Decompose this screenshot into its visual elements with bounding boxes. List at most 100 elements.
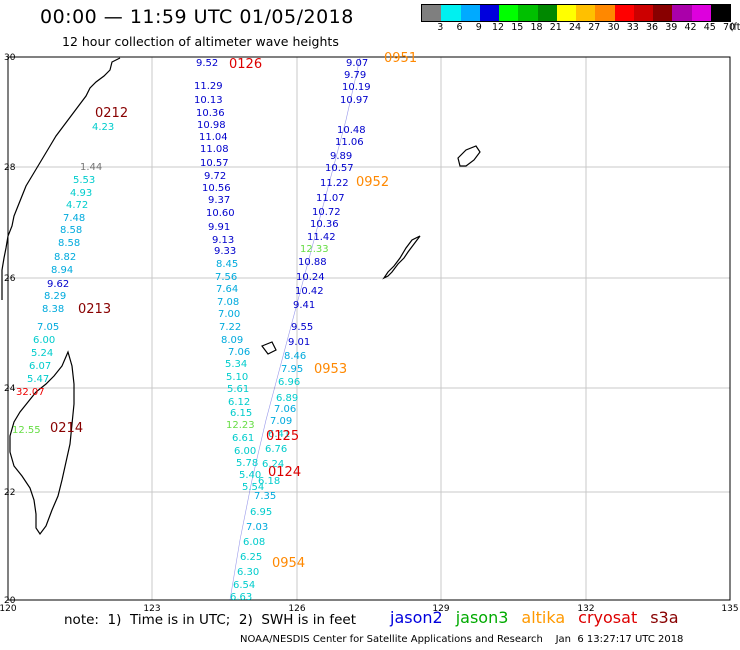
swh-value: 10.36 xyxy=(310,219,339,230)
colorbar-label: 21 xyxy=(549,22,562,33)
swh-value: 6.96 xyxy=(278,377,300,388)
swh-value: 11.08 xyxy=(200,144,229,155)
miyako-island xyxy=(261,341,277,355)
colorbar-swatch xyxy=(441,5,461,21)
colorbar-swatch xyxy=(691,5,711,21)
swh-value: 10.57 xyxy=(325,163,354,174)
swh-value: 10.97 xyxy=(340,95,369,106)
swh-value: 10.24 xyxy=(296,272,325,283)
swh-value: 10.72 xyxy=(312,207,341,218)
swh-value: 9.72 xyxy=(204,171,226,182)
swh-value: 4.93 xyxy=(70,188,92,199)
swh-value: 7.08 xyxy=(217,297,239,308)
chart-title: 00:00 — 11:59 UTC 01/05/2018 xyxy=(40,6,354,28)
swh-value: 4.72 xyxy=(66,200,88,211)
swh-value: 11.07 xyxy=(316,193,345,204)
swh-value: 6.61 xyxy=(232,433,254,444)
lon-tick-label: 132 xyxy=(577,604,594,614)
swh-value: 9.41 xyxy=(293,300,315,311)
colorbar-swatch xyxy=(653,5,673,21)
colorbar-label: 70 xyxy=(722,22,736,33)
swh-value: 9.01 xyxy=(288,337,310,348)
colorbar-label: 24 xyxy=(568,22,582,33)
pass-label: 0124 xyxy=(268,465,301,480)
swh-value: 9.91 xyxy=(208,222,230,233)
swh-value: 6.00 xyxy=(33,335,55,346)
swh-value: 9.52 xyxy=(196,58,218,69)
lat-tick-label: 24 xyxy=(4,384,16,394)
swh-value: 5.53 xyxy=(73,175,95,186)
swh-value: 6.63 xyxy=(230,592,252,603)
colorbar-label: 15 xyxy=(511,22,524,33)
swh-value: 10.13 xyxy=(194,95,223,106)
swh-value: 7.95 xyxy=(281,364,303,375)
colorbar-label: 42 xyxy=(684,22,697,33)
swh-value: 5.61 xyxy=(227,384,249,395)
swh-value: 6.95 xyxy=(250,507,272,518)
okinawa-island xyxy=(382,235,421,280)
swh-value: 10.98 xyxy=(197,120,226,131)
colorbar-swatch xyxy=(460,5,480,21)
map-frame xyxy=(7,56,731,601)
colorbar-swatch xyxy=(633,5,653,21)
swh-value: 7.22 xyxy=(219,322,241,333)
swh-value: 6.00 xyxy=(234,446,256,457)
satellite-legend: jason2 jason3 altika cryosat s3a xyxy=(390,608,692,627)
swh-value: 8.94 xyxy=(51,265,73,276)
swh-value: 7.35 xyxy=(254,491,276,502)
swh-value: 7.56 xyxy=(215,272,237,283)
colorbar-label: 3 xyxy=(437,22,444,33)
swh-value: 7.09 xyxy=(270,416,292,427)
swh-value: 1.44 xyxy=(80,162,102,173)
swh-value: 6.24 xyxy=(262,459,284,470)
amami-island xyxy=(457,145,481,167)
swh-value: 10.56 xyxy=(202,183,231,194)
colorbar-swatch xyxy=(518,5,538,21)
swh-value: 6.08 xyxy=(243,537,265,548)
swh-value: 7.05 xyxy=(37,322,59,333)
swh-values: 9.5211.2910.1310.3610.9811.0411.0810.579… xyxy=(0,0,371,603)
swh-value: 10.48 xyxy=(337,125,366,136)
swh-value: 9.79 xyxy=(344,70,366,81)
pass-label: 0953 xyxy=(314,362,347,377)
swh-value: 9.62 xyxy=(47,279,69,290)
swh-value: 12.33 xyxy=(300,244,329,255)
swh-value: 5.34 xyxy=(225,359,247,370)
swh-value: 7.06 xyxy=(274,404,296,415)
swh-value: 6.15 xyxy=(230,408,252,419)
colorbar-label: 30 xyxy=(607,22,620,33)
swh-value: 6.54 xyxy=(233,580,255,591)
swh-value: 6.76 xyxy=(265,444,287,455)
colorbar-swatch xyxy=(710,5,730,21)
swh-value: 9.55 xyxy=(291,322,313,333)
chart-subtitle: 12 hour collection of altimeter wave hei… xyxy=(62,34,339,49)
swh-value: 4.23 xyxy=(92,122,114,133)
swh-value: 11.04 xyxy=(199,132,228,143)
pass-labels: 0126 0212 0213 0214 0125 0124 0951 0952 0953 0954 xyxy=(50,51,417,571)
swh-value: 6.89 xyxy=(276,393,298,404)
swh-value: 8.45 xyxy=(216,259,238,270)
pass-label: 0212 xyxy=(95,106,128,121)
lon-tick-label: 120 xyxy=(0,604,17,614)
taiwan-coastline xyxy=(9,350,75,536)
colorbar-label: 45 xyxy=(703,22,716,33)
colorbar-label: 18 xyxy=(530,22,543,33)
swh-value: 6.98 xyxy=(0,0,22,3)
colorbar-label: 6 xyxy=(456,22,463,33)
swh-value: 10.19 xyxy=(342,82,371,93)
swh-value: 10.57 xyxy=(200,158,229,169)
swh-value: 8.29 xyxy=(44,291,66,302)
swh-value: 8.46 xyxy=(284,351,306,362)
colorbar-swatch xyxy=(576,5,596,21)
swh-value: 12.55 xyxy=(12,425,41,436)
swh-value: 11.06 xyxy=(335,137,364,148)
swh-value: 5.47 xyxy=(27,374,49,385)
swh-value: 9.13 xyxy=(212,235,234,246)
swh-value: 5.24 xyxy=(31,348,53,359)
swh-value: 8.82 xyxy=(54,252,76,263)
swh-value: 10.60 xyxy=(206,208,235,219)
legend-item-cryosat: cryosat xyxy=(578,608,638,627)
swh-value: 6.41 xyxy=(268,429,290,440)
colorbar-swatch xyxy=(422,5,442,21)
